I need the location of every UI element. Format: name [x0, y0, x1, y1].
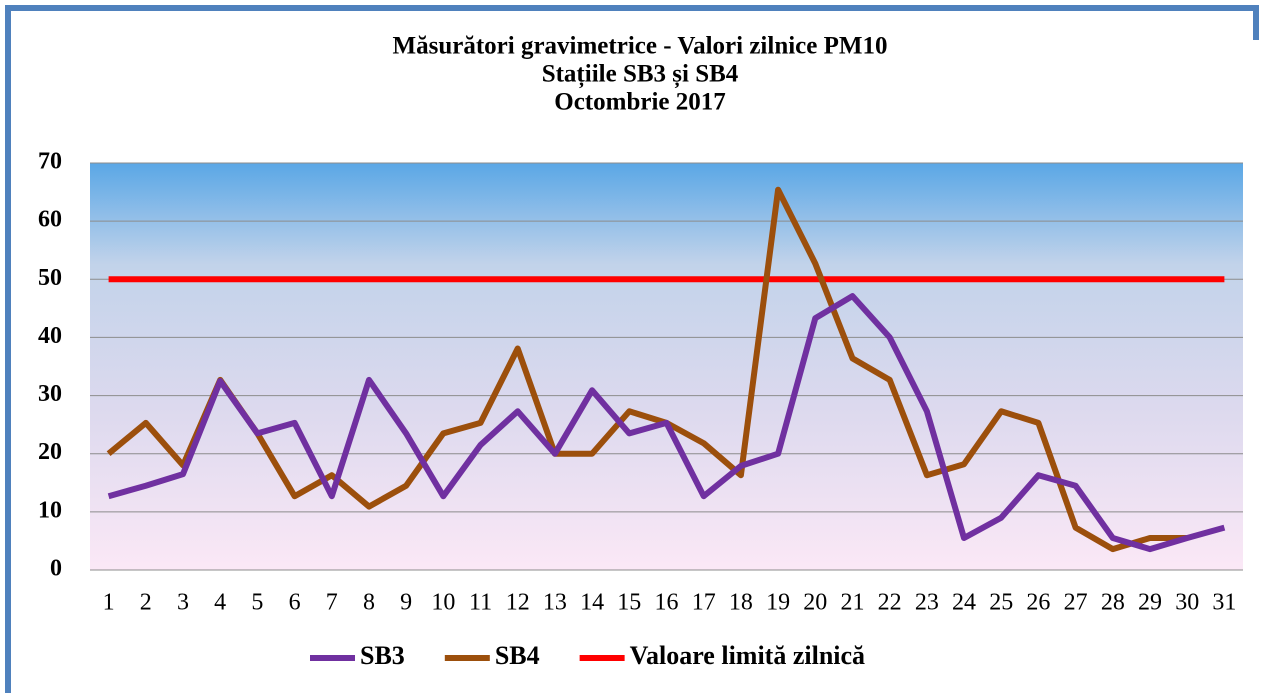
x-tick-label: 6	[289, 590, 301, 616]
x-tick-label: 14	[580, 590, 604, 616]
y-tick-label: 50	[38, 265, 62, 291]
x-tick-label: 4	[214, 590, 226, 616]
x-tick-label: 29	[1138, 590, 1162, 616]
legend-label: SB4	[495, 641, 540, 670]
x-tick-label: 10	[431, 590, 455, 616]
y-tick-label: 30	[38, 381, 62, 407]
x-tick-label: 20	[803, 590, 827, 616]
x-tick-label: 8	[363, 590, 375, 616]
series-line	[107, 293, 1226, 553]
x-tick-label: 30	[1175, 590, 1199, 616]
chart-title: Octombrie 2017	[554, 89, 725, 116]
y-tick-label: 20	[38, 439, 62, 465]
x-tick-label: 5	[251, 590, 263, 616]
x-tick-label: 22	[878, 590, 902, 616]
chart-title: Stațiile SB3 și SB4	[542, 61, 739, 89]
legend-label: Valoare limită zilnică	[630, 641, 865, 670]
x-tick-label: 1	[103, 590, 115, 616]
y-tick-label: 40	[38, 323, 62, 349]
legend-label: SB3	[360, 641, 405, 670]
y-tick-label: 70	[38, 149, 62, 175]
x-tick-label: 18	[729, 590, 753, 616]
frame	[5, 5, 1259, 693]
series-line	[106, 186, 1188, 553]
plot-area	[90, 163, 1243, 570]
x-tick-label: 28	[1101, 590, 1125, 616]
y-tick-label: 60	[38, 207, 62, 233]
x-tick-label: 17	[692, 590, 716, 616]
x-tick-label: 25	[989, 590, 1013, 616]
x-tick-label: 9	[400, 590, 412, 616]
x-tick-label: 24	[952, 590, 976, 616]
y-tick-label: 0	[50, 556, 62, 582]
x-tick-label: 23	[915, 590, 939, 616]
x-tick-label: 2	[140, 590, 152, 616]
chart-title: Măsurători gravimetrice - Valori zilnice…	[393, 33, 888, 60]
x-tick-label: 7	[326, 590, 338, 616]
y-tick-label: 10	[38, 497, 62, 523]
x-tick-label: 19	[766, 590, 790, 616]
x-tick-label: 31	[1212, 590, 1236, 616]
x-tick-label: 16	[655, 590, 679, 616]
x-tick-label: 13	[543, 590, 567, 616]
x-tick-label: 15	[617, 590, 641, 616]
x-tick-label: 21	[840, 590, 864, 616]
x-tick-label: 27	[1064, 590, 1088, 616]
x-tick-label: 26	[1026, 590, 1050, 616]
x-tick-label: 3	[177, 590, 189, 616]
x-tick-label: 12	[506, 590, 530, 616]
x-tick-label: 11	[469, 590, 492, 616]
